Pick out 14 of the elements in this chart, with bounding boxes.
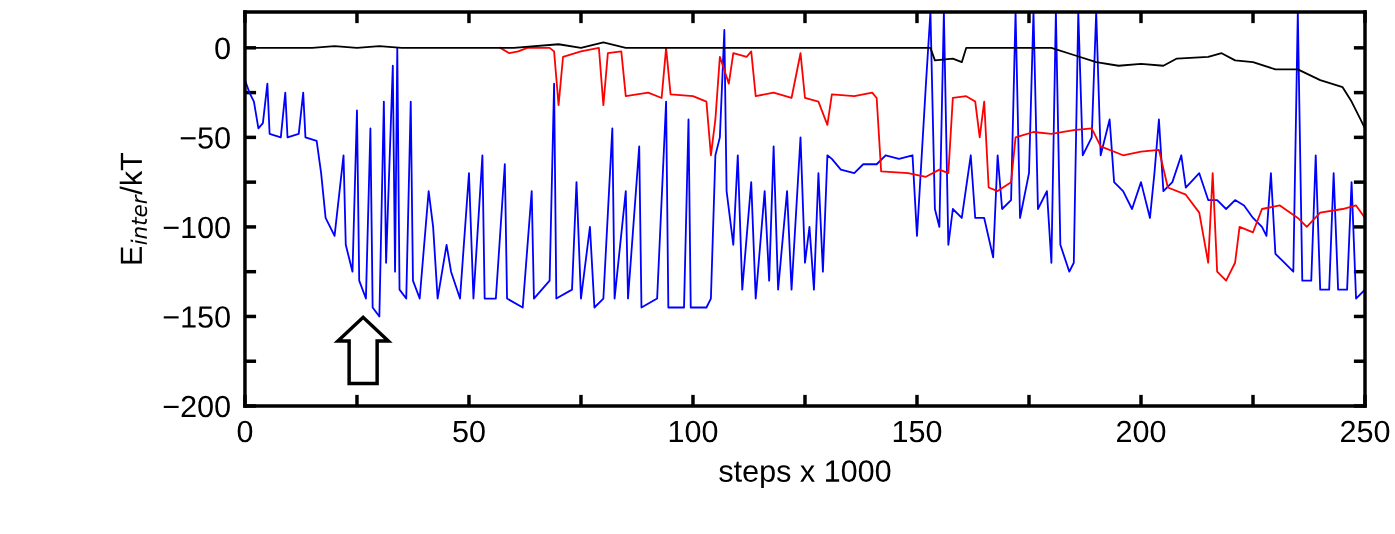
x-axis-title: steps x 1000	[719, 460, 891, 488]
x-tick-label: 150	[893, 420, 942, 443]
y-tick-label: −50	[180, 127, 230, 149]
y-tick-label: −100	[163, 216, 230, 239]
line-series	[499, 46, 1366, 282]
y-tick-label: 0	[215, 37, 230, 60]
x-tick-label: 200	[1117, 420, 1166, 443]
y-tick-label: −150	[163, 306, 230, 328]
x-tick-label: 250	[1341, 420, 1390, 443]
x-tick-label: 50	[453, 420, 485, 443]
x-tick-label: 100	[669, 420, 718, 443]
y-tick-label: −200	[163, 395, 230, 418]
x-tick-label: 0	[237, 420, 253, 443]
y-axis-title: E$_{inter}$/kT	[119, 152, 148, 264]
